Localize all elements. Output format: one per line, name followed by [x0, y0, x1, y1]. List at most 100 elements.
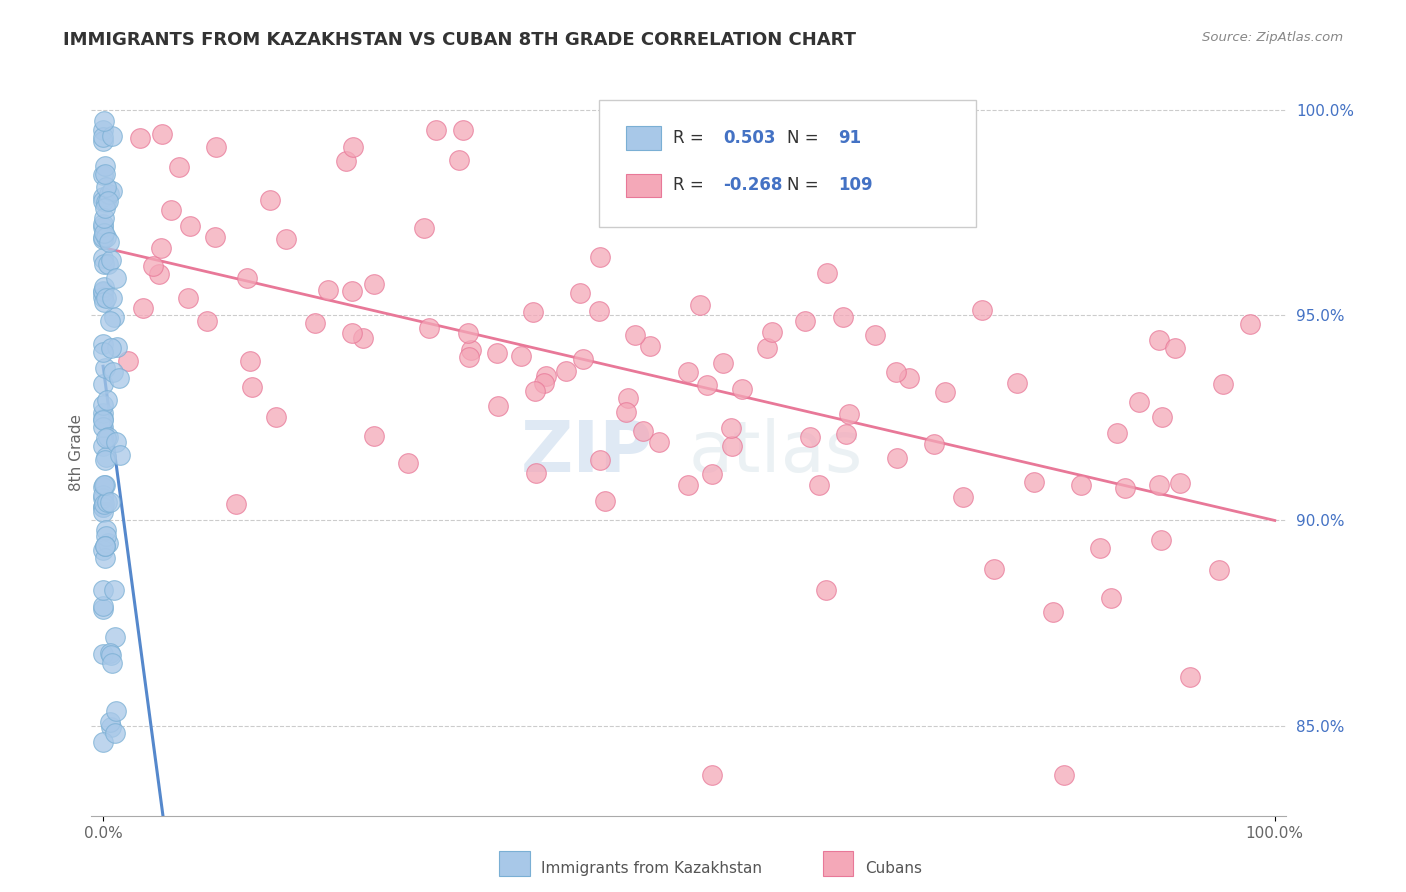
Point: [1070, 478, 1092, 492]
Point: [239, 353, 262, 368]
Point: [522, 305, 544, 319]
Point: [98, 314, 121, 328]
Point: [91, 599, 114, 613]
Point: [1024, 475, 1046, 489]
Point: [572, 351, 595, 366]
Point: [1053, 768, 1076, 782]
Point: [91, 420, 114, 434]
Point: [91, 194, 114, 208]
Point: [93, 539, 115, 553]
Point: [204, 229, 226, 244]
Point: [91, 398, 114, 412]
Point: [94, 453, 117, 467]
Point: [799, 430, 821, 444]
Point: [100, 341, 122, 355]
Point: [91, 582, 114, 597]
Point: [97, 187, 120, 202]
Point: [91, 500, 114, 515]
Point: [588, 303, 610, 318]
Point: [176, 291, 198, 305]
Point: [148, 268, 170, 282]
Point: [593, 494, 616, 508]
Text: atlas: atlas: [689, 418, 863, 487]
Point: [91, 377, 114, 392]
Text: 91: 91: [838, 129, 862, 147]
Point: [342, 140, 364, 154]
Point: [104, 726, 127, 740]
Point: [524, 384, 547, 399]
Point: [814, 582, 837, 597]
Point: [104, 704, 127, 718]
Point: [108, 449, 131, 463]
Point: [1168, 476, 1191, 491]
Point: [510, 349, 533, 363]
Text: Source: ZipAtlas.com: Source: ZipAtlas.com: [1202, 31, 1343, 45]
Point: [93, 539, 115, 553]
Point: [94, 431, 117, 445]
Point: [761, 325, 783, 339]
Point: [91, 411, 114, 425]
Point: [352, 331, 374, 345]
Point: [91, 480, 114, 494]
Point: [838, 408, 860, 422]
Point: [160, 203, 183, 218]
Point: [94, 478, 117, 492]
Point: [412, 220, 434, 235]
Point: [179, 219, 201, 233]
Point: [91, 439, 114, 453]
Point: [589, 250, 612, 264]
Point: [711, 355, 734, 369]
Point: [922, 436, 945, 450]
Point: [614, 405, 637, 419]
Point: [91, 190, 114, 204]
Point: [425, 123, 447, 137]
Point: [363, 429, 385, 443]
Point: [101, 365, 124, 379]
Point: [91, 232, 114, 246]
Point: [97, 429, 120, 443]
Point: [534, 369, 557, 384]
Point: [1090, 541, 1112, 556]
Text: R =: R =: [673, 176, 710, 194]
Point: [91, 735, 114, 749]
Point: [100, 253, 122, 268]
Point: [678, 478, 700, 492]
Point: [96, 292, 118, 306]
Point: [104, 270, 127, 285]
Point: [588, 452, 610, 467]
Point: [104, 630, 127, 644]
Point: [1239, 317, 1261, 331]
Point: [235, 270, 257, 285]
Point: [93, 478, 115, 492]
Point: [1212, 376, 1234, 391]
Point: [486, 346, 509, 360]
Point: [108, 370, 131, 384]
Point: [264, 409, 287, 424]
Point: [93, 257, 115, 271]
Point: [569, 286, 592, 301]
Point: [91, 647, 114, 661]
Point: [103, 583, 125, 598]
Point: [451, 123, 474, 137]
Point: [886, 450, 908, 465]
Point: [898, 371, 921, 385]
Point: [96, 494, 118, 508]
Point: [91, 542, 114, 557]
Point: [91, 168, 114, 182]
Point: [1152, 409, 1174, 424]
Point: [274, 231, 297, 245]
Point: [524, 467, 547, 481]
Point: [638, 339, 661, 353]
Point: [142, 260, 165, 274]
Point: [1042, 605, 1064, 619]
Bar: [626, 127, 661, 150]
Point: [418, 321, 440, 335]
Point: [396, 456, 419, 470]
Point: [363, 277, 385, 291]
Point: [554, 364, 576, 378]
Point: [91, 218, 114, 232]
Point: [342, 284, 364, 298]
Point: [1101, 591, 1123, 605]
Point: [1150, 533, 1173, 548]
Point: [702, 768, 724, 782]
